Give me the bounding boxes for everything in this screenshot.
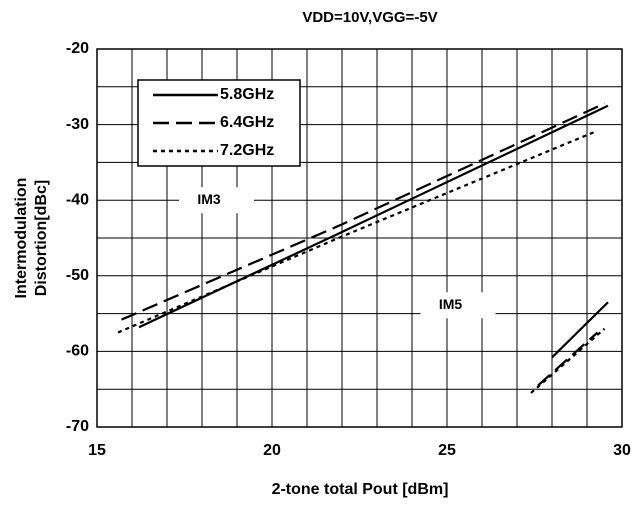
y-tick-label: -50 bbox=[66, 267, 89, 284]
series-line bbox=[121, 102, 605, 387]
y-tick-label: -40 bbox=[66, 191, 89, 208]
y-tick-label: -70 bbox=[66, 418, 89, 435]
x-tick-label: 20 bbox=[263, 442, 281, 459]
series-line bbox=[117, 131, 606, 394]
plot-frame bbox=[96, 48, 623, 428]
chart-title: VDD=10V,VGG=-5V bbox=[302, 9, 437, 26]
annotation-box bbox=[179, 187, 254, 214]
x-tick-label: 25 bbox=[438, 442, 456, 459]
y-tick-label: -30 bbox=[66, 116, 89, 133]
x-tick-label: 30 bbox=[613, 442, 631, 459]
legend-label: 5.8GHz bbox=[220, 86, 274, 103]
annotation-box bbox=[420, 292, 496, 319]
y-axis-label: Intermodulation bbox=[13, 178, 30, 299]
legend-label: 6.4GHz bbox=[220, 114, 274, 131]
annotation: IM3 bbox=[197, 191, 221, 207]
x-axis-label: 2-tone total Pout [dBm] bbox=[272, 481, 449, 498]
legend-label: 7.2GHz bbox=[220, 142, 274, 159]
y-tick-label: -20 bbox=[66, 40, 89, 57]
y-axis-label: Distortion[dBc] bbox=[33, 180, 50, 296]
y-tick-label: -60 bbox=[66, 343, 89, 360]
annotation: IM5 bbox=[439, 296, 463, 312]
x-tick-label: 15 bbox=[88, 442, 106, 459]
